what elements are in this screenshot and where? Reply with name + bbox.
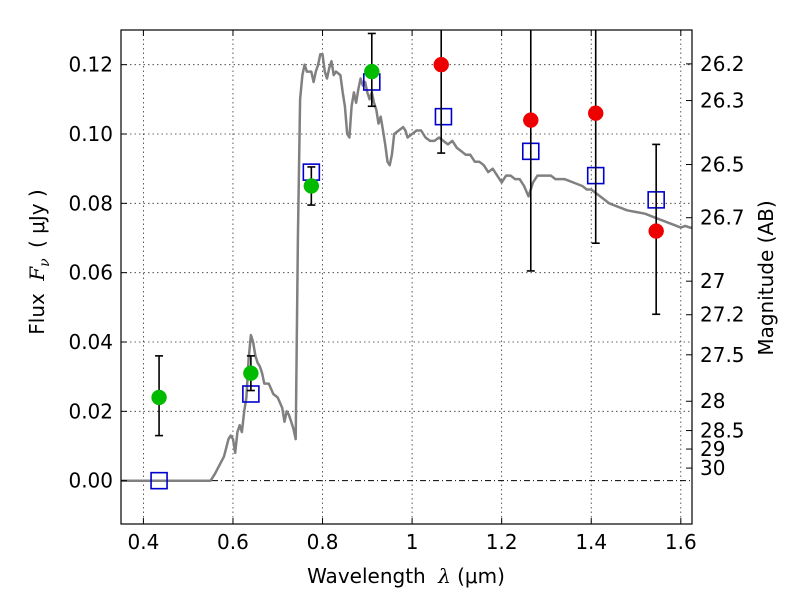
observed-flux-point [303, 178, 320, 194]
x-axis-title-units: (μm) [457, 564, 505, 588]
magnitude-tick-label: 30 [700, 456, 725, 480]
y-axis-title-subscript: ν [37, 258, 53, 267]
magnitude-tick-label: 27 [700, 269, 725, 293]
x-axis-title-prefix: Wavelength [307, 564, 426, 588]
x-axis-title: Wavelength λ (μm) [307, 564, 505, 588]
y-axis-title: Flux Fν ( μJy ) [25, 189, 54, 334]
observed-flux-point [433, 56, 449, 73]
y-tick-label: 0.06 [68, 261, 113, 285]
magnitude-tick-label: 27.5 [700, 343, 745, 367]
magnitude-tick-label: 29 [700, 437, 725, 461]
x-tick-label: 1 [406, 530, 419, 554]
magnitude-tick-label: 26.5 [700, 153, 745, 177]
plot-frame [120, 29, 693, 525]
axis-ticks: 0.4 0.6 0.8 1 1.2 1.4 1.6 0.00 0.02 0.04 0.06 0.08 0… [68, 30, 745, 554]
y-tick-label: 0.04 [68, 330, 113, 354]
y-tick-label: 0.12 [68, 53, 113, 77]
y-axis-title-symbol: F [25, 266, 49, 282]
observed-flux-point [523, 112, 539, 128]
magnitude-axis-title: Magnitude (AB) [754, 200, 778, 355]
y-axis-title-units: ( μJy ) [25, 189, 49, 248]
x-tick-label: 0.4 [127, 530, 159, 554]
y-tick-label: 0.00 [68, 469, 113, 493]
x-tick-label: 1.6 [665, 530, 697, 554]
observed-flux-point [243, 365, 259, 381]
observed-flux-point [364, 63, 380, 80]
observed-flux-point [587, 105, 604, 121]
y-tick-label: 0.02 [68, 399, 113, 423]
observed-flux-point [648, 223, 664, 239]
x-tick-label: 0.6 [217, 530, 249, 554]
x-tick-label: 1.2 [486, 530, 518, 554]
magnitude-tick-label: 26.2 [700, 52, 745, 76]
magnitude-tick-label: 28 [700, 389, 725, 413]
y-tick-label: 0.10 [68, 122, 113, 146]
x-tick-label: 0.8 [307, 530, 339, 554]
magnitude-tick-label: 26.7 [700, 206, 745, 230]
magnitude-tick-label: 28.5 [700, 419, 745, 443]
y-tick-label: 0.08 [68, 191, 113, 215]
y-axis-title-prefix: Flux [25, 293, 49, 335]
x-axis-title-symbol: λ [437, 564, 451, 588]
observed-flux-point [151, 389, 167, 406]
model-photometry-square [434, 107, 453, 126]
data-points [150, 30, 665, 490]
model-photometry-square [150, 471, 168, 490]
x-tick-label: 1.4 [575, 530, 607, 554]
magnitude-tick-label: 26.3 [700, 89, 745, 113]
magnitude-tick-label: 27.2 [700, 303, 745, 327]
